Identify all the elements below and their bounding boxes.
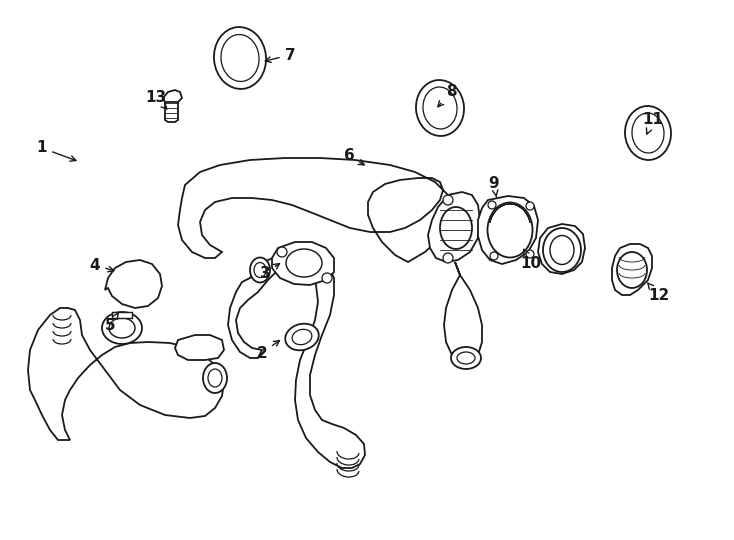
Polygon shape xyxy=(612,244,652,295)
Polygon shape xyxy=(175,335,224,360)
Text: 13: 13 xyxy=(145,91,167,109)
Ellipse shape xyxy=(292,329,312,345)
Text: 6: 6 xyxy=(344,148,364,165)
Polygon shape xyxy=(112,312,132,318)
Ellipse shape xyxy=(423,87,457,129)
Circle shape xyxy=(526,202,534,210)
Text: 12: 12 xyxy=(647,283,669,303)
Ellipse shape xyxy=(543,228,581,272)
Text: 2: 2 xyxy=(257,341,280,361)
Text: 7: 7 xyxy=(265,48,295,63)
Ellipse shape xyxy=(440,207,472,249)
Polygon shape xyxy=(105,260,162,308)
Polygon shape xyxy=(538,224,585,274)
Ellipse shape xyxy=(625,106,671,160)
Ellipse shape xyxy=(254,262,266,278)
Ellipse shape xyxy=(451,347,481,369)
Ellipse shape xyxy=(286,249,322,277)
Text: 5: 5 xyxy=(105,313,119,333)
Polygon shape xyxy=(28,308,224,440)
Text: 9: 9 xyxy=(489,177,499,197)
Ellipse shape xyxy=(208,369,222,387)
Polygon shape xyxy=(478,196,538,264)
Ellipse shape xyxy=(457,352,475,364)
Circle shape xyxy=(443,253,453,263)
Polygon shape xyxy=(163,90,182,102)
Text: 3: 3 xyxy=(260,264,280,281)
Ellipse shape xyxy=(102,312,142,344)
Ellipse shape xyxy=(487,202,532,258)
Ellipse shape xyxy=(250,258,270,282)
Ellipse shape xyxy=(617,252,647,288)
Circle shape xyxy=(526,250,534,258)
Ellipse shape xyxy=(203,363,227,393)
Ellipse shape xyxy=(416,80,464,136)
Circle shape xyxy=(488,201,496,209)
Text: 8: 8 xyxy=(438,84,457,107)
Circle shape xyxy=(277,247,287,257)
Circle shape xyxy=(443,195,453,205)
Ellipse shape xyxy=(632,113,664,153)
Polygon shape xyxy=(165,98,178,122)
Text: 1: 1 xyxy=(37,140,76,161)
Ellipse shape xyxy=(286,323,319,350)
Text: 4: 4 xyxy=(90,258,114,273)
Circle shape xyxy=(322,273,332,283)
Ellipse shape xyxy=(109,318,135,338)
Ellipse shape xyxy=(214,27,266,89)
Polygon shape xyxy=(228,255,365,468)
Polygon shape xyxy=(428,192,480,262)
Polygon shape xyxy=(444,262,482,362)
Ellipse shape xyxy=(221,35,259,82)
Ellipse shape xyxy=(550,235,574,265)
Circle shape xyxy=(490,252,498,260)
Text: 10: 10 xyxy=(520,249,542,271)
Polygon shape xyxy=(272,242,334,285)
Polygon shape xyxy=(178,158,452,262)
Text: 11: 11 xyxy=(642,112,664,134)
